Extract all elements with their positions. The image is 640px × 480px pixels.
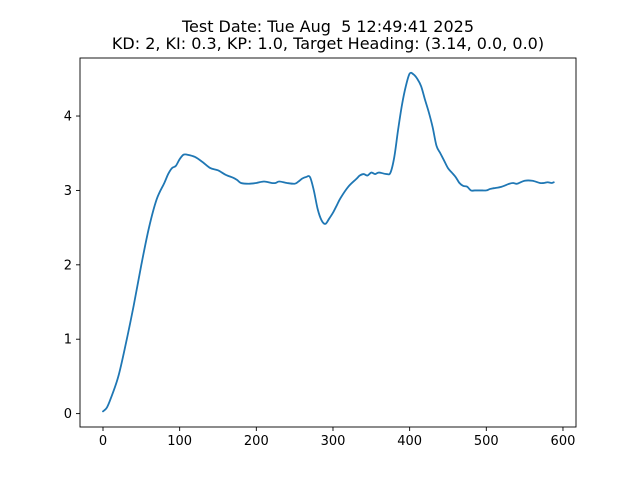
x-tick-label: 400 xyxy=(397,434,422,449)
y-tick-label: 4 xyxy=(64,110,72,125)
chart-title: Test Date: Tue Aug 5 12:49:41 2025 xyxy=(181,17,474,36)
x-tick-label: 300 xyxy=(321,434,346,449)
x-tick-label: 200 xyxy=(244,434,269,449)
x-tick-label: 500 xyxy=(474,434,499,449)
x-tick-label: 0 xyxy=(99,434,107,449)
y-tick-label: 0 xyxy=(64,407,72,422)
y-tick-label: 2 xyxy=(64,258,72,273)
series-layer xyxy=(102,71,555,413)
y-axis-ticks: 0 1 2 3 4 xyxy=(64,110,80,422)
y-tick-label: 3 xyxy=(64,184,72,199)
y-tick-label: 1 xyxy=(64,333,72,348)
axes-frame xyxy=(79,57,577,428)
series-line xyxy=(102,71,555,413)
x-tick-label: 100 xyxy=(167,434,192,449)
chart-subtitle: KD: 2, KI: 0.3, KP: 1.0, Target Heading:… xyxy=(112,34,544,53)
x-tick-label: 600 xyxy=(551,434,576,449)
x-axis-ticks: 0 100 200 300 400 500 600 xyxy=(99,427,576,449)
